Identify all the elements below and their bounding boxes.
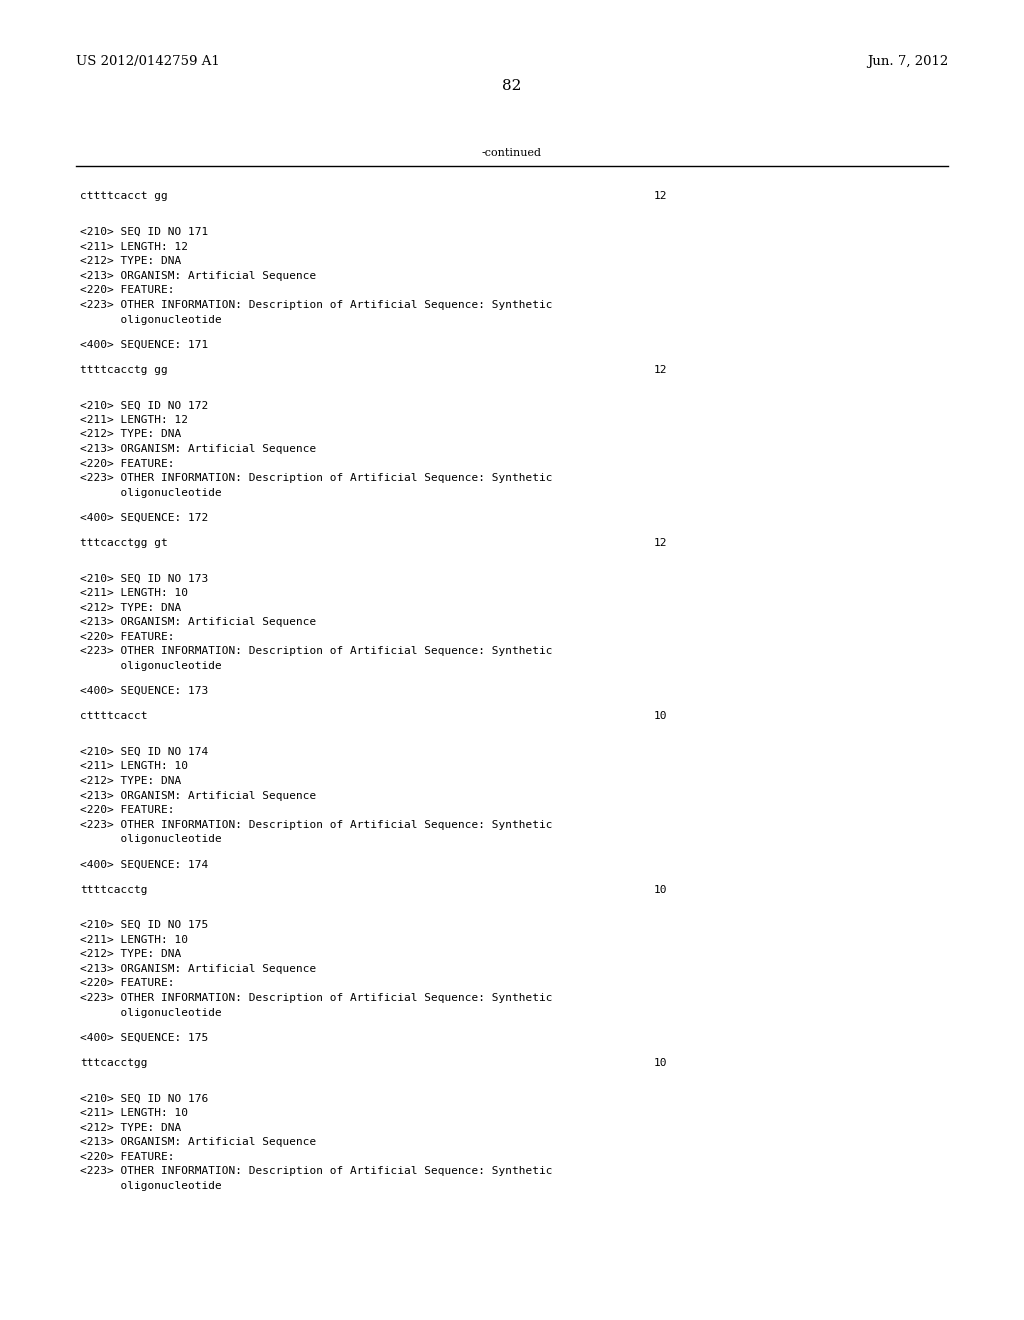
Text: 12: 12 [653, 364, 667, 375]
Text: <213> ORGANISM: Artificial Sequence: <213> ORGANISM: Artificial Sequence [80, 271, 316, 281]
Text: <220> FEATURE:: <220> FEATURE: [80, 632, 174, 642]
Text: <212> TYPE: DNA: <212> TYPE: DNA [80, 1122, 181, 1133]
Text: 10: 10 [653, 711, 667, 721]
Text: <220> FEATURE:: <220> FEATURE: [80, 978, 174, 989]
Text: 82: 82 [503, 79, 521, 94]
Text: <400> SEQUENCE: 174: <400> SEQUENCE: 174 [80, 859, 208, 870]
Text: <223> OTHER INFORMATION: Description of Artificial Sequence: Synthetic: <223> OTHER INFORMATION: Description of … [80, 300, 552, 310]
Text: <220> FEATURE:: <220> FEATURE: [80, 1152, 174, 1162]
Text: 12: 12 [653, 191, 667, 202]
Text: <400> SEQUENCE: 172: <400> SEQUENCE: 172 [80, 513, 208, 523]
Text: <211> LENGTH: 10: <211> LENGTH: 10 [80, 589, 187, 598]
Text: <210> SEQ ID NO 175: <210> SEQ ID NO 175 [80, 920, 208, 931]
Text: <211> LENGTH: 10: <211> LENGTH: 10 [80, 1107, 187, 1118]
Text: <213> ORGANISM: Artificial Sequence: <213> ORGANISM: Artificial Sequence [80, 791, 316, 801]
Text: oligonucleotide: oligonucleotide [80, 488, 221, 498]
Text: <400> SEQUENCE: 173: <400> SEQUENCE: 173 [80, 686, 208, 696]
Text: <212> TYPE: DNA: <212> TYPE: DNA [80, 429, 181, 440]
Text: ttttcacctg gg: ttttcacctg gg [80, 364, 168, 375]
Text: <211> LENGTH: 12: <211> LENGTH: 12 [80, 242, 187, 252]
Text: <223> OTHER INFORMATION: Description of Artificial Sequence: Synthetic: <223> OTHER INFORMATION: Description of … [80, 473, 552, 483]
Text: <210> SEQ ID NO 171: <210> SEQ ID NO 171 [80, 227, 208, 238]
Text: <210> SEQ ID NO 172: <210> SEQ ID NO 172 [80, 400, 208, 411]
Text: 12: 12 [653, 539, 667, 548]
Text: oligonucleotide: oligonucleotide [80, 834, 221, 845]
Text: <212> TYPE: DNA: <212> TYPE: DNA [80, 603, 181, 612]
Text: <400> SEQUENCE: 175: <400> SEQUENCE: 175 [80, 1032, 208, 1043]
Text: <210> SEQ ID NO 174: <210> SEQ ID NO 174 [80, 747, 208, 756]
Text: <223> OTHER INFORMATION: Description of Artificial Sequence: Synthetic: <223> OTHER INFORMATION: Description of … [80, 993, 552, 1003]
Text: <220> FEATURE:: <220> FEATURE: [80, 458, 174, 469]
Text: <211> LENGTH: 10: <211> LENGTH: 10 [80, 935, 187, 945]
Text: oligonucleotide: oligonucleotide [80, 314, 221, 325]
Text: <210> SEQ ID NO 176: <210> SEQ ID NO 176 [80, 1093, 208, 1104]
Text: oligonucleotide: oligonucleotide [80, 1181, 221, 1191]
Text: <211> LENGTH: 12: <211> LENGTH: 12 [80, 414, 187, 425]
Text: oligonucleotide: oligonucleotide [80, 1007, 221, 1018]
Text: <210> SEQ ID NO 173: <210> SEQ ID NO 173 [80, 574, 208, 583]
Text: <213> ORGANISM: Artificial Sequence: <213> ORGANISM: Artificial Sequence [80, 444, 316, 454]
Text: -continued: -continued [482, 148, 542, 158]
Text: Jun. 7, 2012: Jun. 7, 2012 [867, 55, 948, 69]
Text: <220> FEATURE:: <220> FEATURE: [80, 285, 174, 296]
Text: <211> LENGTH: 10: <211> LENGTH: 10 [80, 762, 187, 771]
Text: <213> ORGANISM: Artificial Sequence: <213> ORGANISM: Artificial Sequence [80, 618, 316, 627]
Text: 10: 10 [653, 1057, 667, 1068]
Text: ttttcacctg: ttttcacctg [80, 884, 147, 895]
Text: cttttcacct gg: cttttcacct gg [80, 191, 168, 202]
Text: 10: 10 [653, 884, 667, 895]
Text: cttttcacct: cttttcacct [80, 711, 147, 721]
Text: <220> FEATURE:: <220> FEATURE: [80, 805, 174, 816]
Text: US 2012/0142759 A1: US 2012/0142759 A1 [76, 55, 219, 69]
Text: <223> OTHER INFORMATION: Description of Artificial Sequence: Synthetic: <223> OTHER INFORMATION: Description of … [80, 1167, 552, 1176]
Text: <212> TYPE: DNA: <212> TYPE: DNA [80, 949, 181, 960]
Text: <223> OTHER INFORMATION: Description of Artificial Sequence: Synthetic: <223> OTHER INFORMATION: Description of … [80, 647, 552, 656]
Text: tttcacctgg: tttcacctgg [80, 1057, 147, 1068]
Text: <212> TYPE: DNA: <212> TYPE: DNA [80, 256, 181, 267]
Text: <223> OTHER INFORMATION: Description of Artificial Sequence: Synthetic: <223> OTHER INFORMATION: Description of … [80, 820, 552, 830]
Text: tttcacctgg gt: tttcacctgg gt [80, 539, 168, 548]
Text: <400> SEQUENCE: 171: <400> SEQUENCE: 171 [80, 339, 208, 350]
Text: <213> ORGANISM: Artificial Sequence: <213> ORGANISM: Artificial Sequence [80, 1137, 316, 1147]
Text: <212> TYPE: DNA: <212> TYPE: DNA [80, 776, 181, 785]
Text: <213> ORGANISM: Artificial Sequence: <213> ORGANISM: Artificial Sequence [80, 964, 316, 974]
Text: oligonucleotide: oligonucleotide [80, 661, 221, 671]
